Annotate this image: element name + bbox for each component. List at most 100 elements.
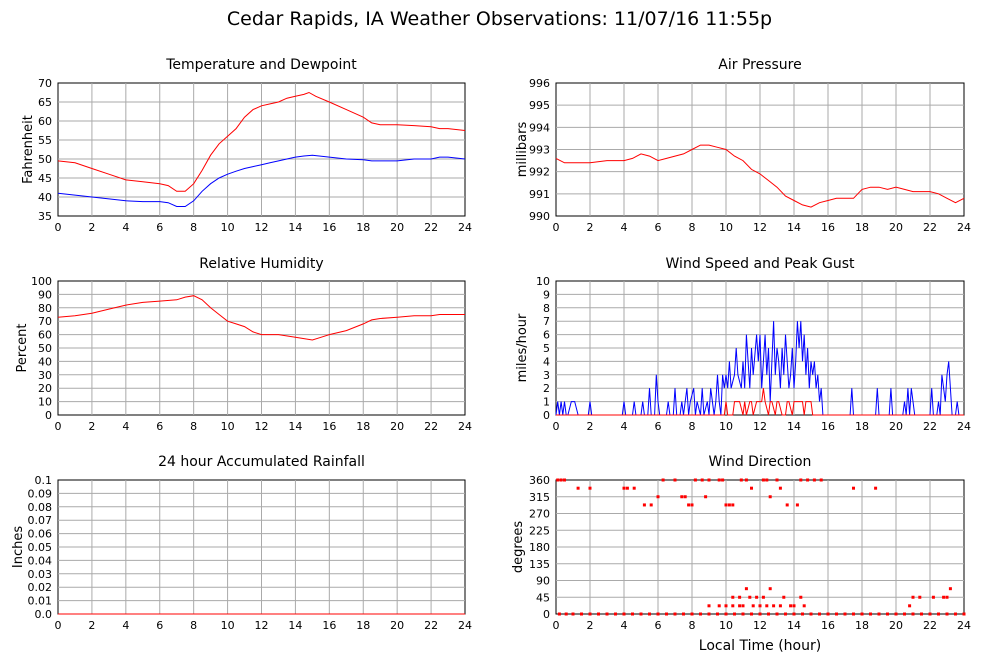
temp-x-tick: 8 xyxy=(190,221,197,234)
direction-y-tick: 225 xyxy=(529,524,550,537)
direction-point xyxy=(928,612,932,616)
humidity-y-tick: 50 xyxy=(38,342,52,355)
wind-y-label: miles/hour xyxy=(515,313,530,382)
pressure-y-tick: 992 xyxy=(529,166,550,179)
rain-y-tick: 0.1 xyxy=(35,474,53,487)
direction-point xyxy=(680,495,684,499)
direction-point xyxy=(564,612,568,616)
humidity-y-tick: 70 xyxy=(38,315,52,328)
pressure-y-tick: 994 xyxy=(529,121,550,134)
direction-point xyxy=(557,612,561,616)
direction-point xyxy=(954,612,957,616)
direction-point xyxy=(750,486,753,490)
direction-point xyxy=(673,612,677,616)
direction-point xyxy=(835,612,838,616)
temp-series-1 xyxy=(57,154,466,207)
direction-y-tick: 180 xyxy=(529,541,550,554)
rain-x-tick: 14 xyxy=(288,619,302,632)
direction-y-tick: 135 xyxy=(529,558,550,571)
direction-y-label: degrees xyxy=(511,521,526,574)
temp-y-label: Fahrenheit xyxy=(21,115,36,184)
wind-x-tick: 16 xyxy=(821,420,835,433)
wind-y-tick: 8 xyxy=(543,302,550,315)
direction-point xyxy=(945,612,949,616)
direction-point xyxy=(801,612,804,616)
direction-point xyxy=(690,503,694,507)
direction-point xyxy=(775,478,779,482)
temp-series-0 xyxy=(57,91,466,192)
temp-x-tick: 18 xyxy=(356,221,370,234)
direction-point xyxy=(556,478,560,482)
direction-point xyxy=(622,486,626,490)
direction-point xyxy=(741,612,745,616)
rain-y-tick: 0.0 xyxy=(35,608,53,621)
direction-point xyxy=(700,478,704,482)
humidity-y-tick: 90 xyxy=(38,288,52,301)
wind-y-tick: 2 xyxy=(543,382,550,395)
direction-point xyxy=(661,478,665,482)
temp-x-tick: 4 xyxy=(122,221,129,234)
wind-x-tick: 12 xyxy=(753,420,767,433)
humidity-y-tick: 30 xyxy=(38,369,52,382)
temp-x-tick: 10 xyxy=(221,221,235,234)
direction-point xyxy=(731,503,735,507)
temperature-chart: 0 2 4 6 8 10 12 14 16 18 20 22 243540455055606570Tem… xyxy=(21,57,472,234)
direction-point xyxy=(826,612,830,616)
direction-point xyxy=(693,478,697,482)
direction-point xyxy=(818,612,821,616)
rain-x-tick: 22 xyxy=(424,619,438,632)
humidity-x-tick: 8 xyxy=(190,420,197,433)
temp-x-tick: 14 xyxy=(288,221,302,234)
direction-point xyxy=(724,604,728,608)
direction-point xyxy=(707,612,711,616)
temp-y-tick: 65 xyxy=(38,96,52,109)
temp-x-tick: 0 xyxy=(55,221,62,234)
direction-title: Wind Direction xyxy=(709,454,812,470)
direction-point xyxy=(778,486,782,490)
direction-point xyxy=(894,612,898,616)
direction-y-tick: 0 xyxy=(543,608,550,621)
direction-point xyxy=(877,612,881,616)
humidity-x-tick: 22 xyxy=(424,420,438,433)
page-title: Cedar Rapids, IA Weather Observations: 1… xyxy=(226,8,773,30)
direction-point xyxy=(707,478,711,482)
direction-point xyxy=(775,612,779,616)
rain-y-tick: 0.03 xyxy=(28,568,53,581)
direction-point xyxy=(721,478,725,482)
humidity-y-tick: 60 xyxy=(38,329,52,342)
direction-point xyxy=(642,503,646,507)
pressure-x-tick: 24 xyxy=(957,221,971,234)
pressure-x-tick: 0 xyxy=(553,221,560,234)
direction-point xyxy=(962,612,966,616)
rain-y-tick: 0.08 xyxy=(28,501,53,514)
direction-x-tick: 10 xyxy=(719,619,733,632)
humidity-x-tick: 18 xyxy=(356,420,370,433)
wind-x-tick: 6 xyxy=(655,420,662,433)
x-axis-label: Local Time (hour) xyxy=(699,638,821,654)
direction-point xyxy=(707,604,711,608)
direction-y-tick: 360 xyxy=(529,474,550,487)
rain-y-tick: 0.09 xyxy=(28,487,53,500)
temp-x-tick: 16 xyxy=(322,221,336,234)
rain-x-tick: 10 xyxy=(221,619,235,632)
rain-x-tick: 0 xyxy=(55,619,62,632)
direction-point xyxy=(918,595,922,599)
wind-x-tick: 20 xyxy=(889,420,903,433)
direction-point xyxy=(812,478,816,482)
direction-point xyxy=(622,612,626,616)
temp-x-tick: 22 xyxy=(424,221,438,234)
humidity-x-tick: 0 xyxy=(55,420,62,433)
direction-point xyxy=(886,612,889,616)
wind-x-tick: 0 xyxy=(553,420,560,433)
direction-point xyxy=(716,612,719,616)
wind-y-tick: 9 xyxy=(543,288,550,301)
direction-point xyxy=(738,595,742,599)
direction-point xyxy=(931,595,935,599)
direction-point xyxy=(724,612,728,616)
direction-x-tick: 20 xyxy=(889,619,903,632)
direction-point xyxy=(656,495,660,499)
rain-title: 24 hour Accumulated Rainfall xyxy=(158,454,365,470)
direction-point xyxy=(782,595,786,599)
